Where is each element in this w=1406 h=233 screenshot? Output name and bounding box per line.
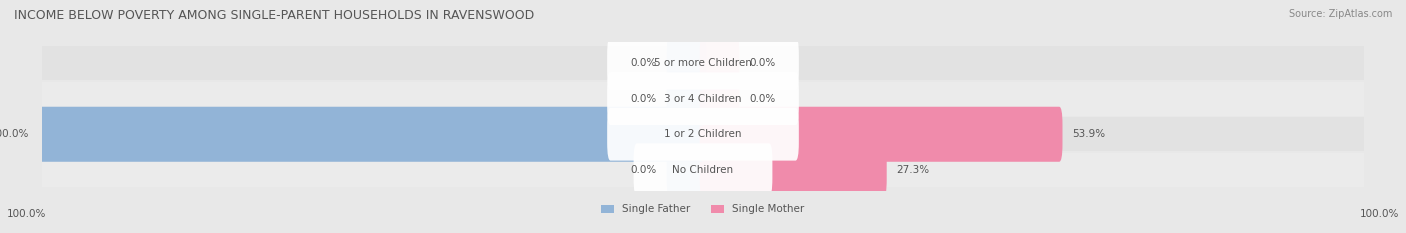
FancyBboxPatch shape <box>700 36 740 91</box>
FancyBboxPatch shape <box>39 107 706 162</box>
Text: 53.9%: 53.9% <box>1073 129 1105 139</box>
Text: 0.0%: 0.0% <box>749 58 776 68</box>
FancyBboxPatch shape <box>607 108 799 161</box>
Text: Source: ZipAtlas.com: Source: ZipAtlas.com <box>1288 9 1392 19</box>
Text: INCOME BELOW POVERTY AMONG SINGLE-PARENT HOUSEHOLDS IN RAVENSWOOD: INCOME BELOW POVERTY AMONG SINGLE-PARENT… <box>14 9 534 22</box>
Text: 5 or more Children: 5 or more Children <box>654 58 752 68</box>
Text: 0.0%: 0.0% <box>749 94 776 104</box>
FancyBboxPatch shape <box>700 71 740 126</box>
Text: 100.0%: 100.0% <box>7 209 46 219</box>
Legend: Single Father, Single Mother: Single Father, Single Mother <box>598 200 808 219</box>
Text: 0.0%: 0.0% <box>630 165 657 175</box>
Text: 3 or 4 Children: 3 or 4 Children <box>664 94 742 104</box>
Text: 27.3%: 27.3% <box>897 165 929 175</box>
FancyBboxPatch shape <box>30 46 1376 80</box>
FancyBboxPatch shape <box>666 71 706 126</box>
Text: No Children: No Children <box>672 165 734 175</box>
FancyBboxPatch shape <box>607 72 799 125</box>
FancyBboxPatch shape <box>634 144 772 196</box>
FancyBboxPatch shape <box>30 117 1376 151</box>
Text: 0.0%: 0.0% <box>630 94 657 104</box>
Text: 1 or 2 Children: 1 or 2 Children <box>664 129 742 139</box>
FancyBboxPatch shape <box>30 82 1376 116</box>
FancyBboxPatch shape <box>666 36 706 91</box>
Text: 100.0%: 100.0% <box>0 129 30 139</box>
Text: 100.0%: 100.0% <box>1360 209 1399 219</box>
FancyBboxPatch shape <box>700 107 1063 162</box>
FancyBboxPatch shape <box>607 37 799 89</box>
Text: 0.0%: 0.0% <box>630 58 657 68</box>
FancyBboxPatch shape <box>666 142 706 197</box>
FancyBboxPatch shape <box>30 153 1376 187</box>
FancyBboxPatch shape <box>700 142 887 197</box>
